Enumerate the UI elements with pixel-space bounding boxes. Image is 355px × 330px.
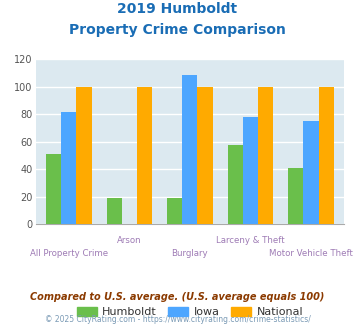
- Bar: [304, 121, 319, 224]
- Bar: [228, 145, 243, 224]
- Text: Motor Vehicle Theft: Motor Vehicle Theft: [269, 249, 353, 258]
- Text: All Property Crime: All Property Crime: [30, 249, 108, 258]
- Bar: [46, 154, 61, 224]
- Text: © 2025 CityRating.com - https://www.cityrating.com/crime-statistics/: © 2025 CityRating.com - https://www.city…: [45, 315, 310, 324]
- Text: 2019 Humboldt: 2019 Humboldt: [118, 2, 237, 16]
- Text: Burglary: Burglary: [171, 249, 208, 258]
- Bar: [61, 112, 76, 224]
- Bar: [288, 168, 304, 224]
- Bar: [243, 117, 258, 224]
- Legend: Humboldt, Iowa, National: Humboldt, Iowa, National: [72, 303, 307, 322]
- Bar: [197, 87, 213, 224]
- Bar: [182, 75, 197, 224]
- Bar: [319, 87, 334, 224]
- Text: Arson: Arson: [117, 236, 142, 245]
- Text: Compared to U.S. average. (U.S. average equals 100): Compared to U.S. average. (U.S. average …: [30, 292, 325, 302]
- Bar: [76, 87, 92, 224]
- Text: Larceny & Theft: Larceny & Theft: [216, 236, 285, 245]
- Bar: [258, 87, 273, 224]
- Bar: [106, 198, 122, 224]
- Bar: [137, 87, 152, 224]
- Text: Property Crime Comparison: Property Crime Comparison: [69, 23, 286, 37]
- Bar: [167, 198, 182, 224]
